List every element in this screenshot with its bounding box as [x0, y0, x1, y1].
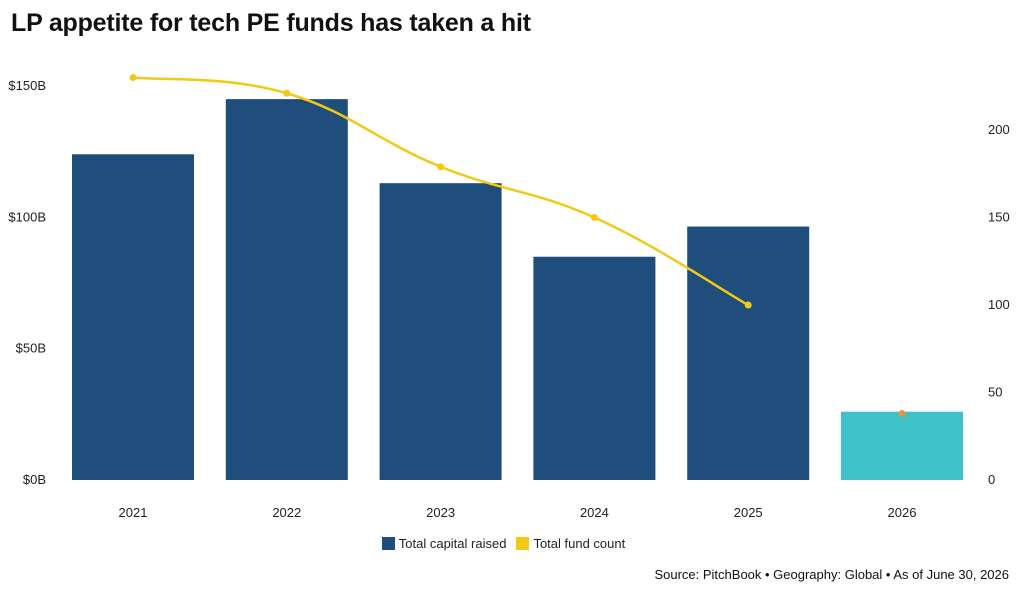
bar-2021	[72, 154, 194, 480]
right-tick-label: 50	[988, 385, 1002, 400]
legend: Total capital raised Total fund count	[0, 536, 1007, 551]
bar-2022	[225, 99, 348, 480]
right-tick-label: 100	[988, 297, 1010, 312]
legend-item-capital: Total capital raised	[381, 536, 507, 551]
x-tick-label: 2022	[272, 505, 301, 520]
x-tick-label: 2025	[734, 505, 763, 520]
source-note: Source: PitchBook • Geography: Global • …	[654, 567, 1009, 582]
fund-count-point-2025	[744, 301, 752, 309]
left-tick-label: $50B	[16, 341, 46, 356]
bar-2026	[841, 411, 963, 480]
x-tick-label: 2024	[580, 505, 609, 520]
right-tick-label: 200	[988, 122, 1010, 137]
x-tick-label: 2026	[888, 505, 917, 520]
x-axis: 2021 2022 2023 2024 2025 2026	[119, 505, 917, 520]
fund-count-point-2024	[590, 214, 598, 221]
x-tick-label: 2023	[426, 505, 455, 520]
bar-2025	[687, 226, 810, 480]
line-layer	[129, 74, 906, 417]
legend-label-count: Total fund count	[533, 536, 626, 551]
left-tick-label: $0B	[23, 472, 46, 487]
legend-swatch-count	[516, 537, 530, 550]
legend-item-count: Total fund count	[516, 536, 625, 551]
legend-label-capital: Total capital raised	[398, 536, 507, 551]
right-tick-label: 150	[988, 210, 1010, 225]
left-tick-label: $100B	[8, 209, 46, 224]
fund-count-point-2021	[129, 74, 137, 81]
bars-group	[72, 99, 963, 481]
fund-count-point-2023	[437, 163, 445, 171]
x-tick-label: 2021	[119, 505, 148, 520]
chart-title: LP appetite for tech PE funds has taken …	[11, 9, 531, 37]
left-tick-label: $150B	[8, 78, 46, 93]
right-axis: 0 50 100 150 200	[988, 122, 1010, 487]
bar-2023	[379, 183, 502, 481]
right-tick-label: 0	[988, 472, 995, 487]
bar-2024	[533, 256, 656, 480]
left-axis: $0B $50B $100B $150B	[8, 78, 46, 487]
fund-count-point-2022	[283, 89, 291, 97]
legend-swatch-capital	[381, 537, 395, 550]
fund-count-point-2026	[898, 410, 906, 417]
